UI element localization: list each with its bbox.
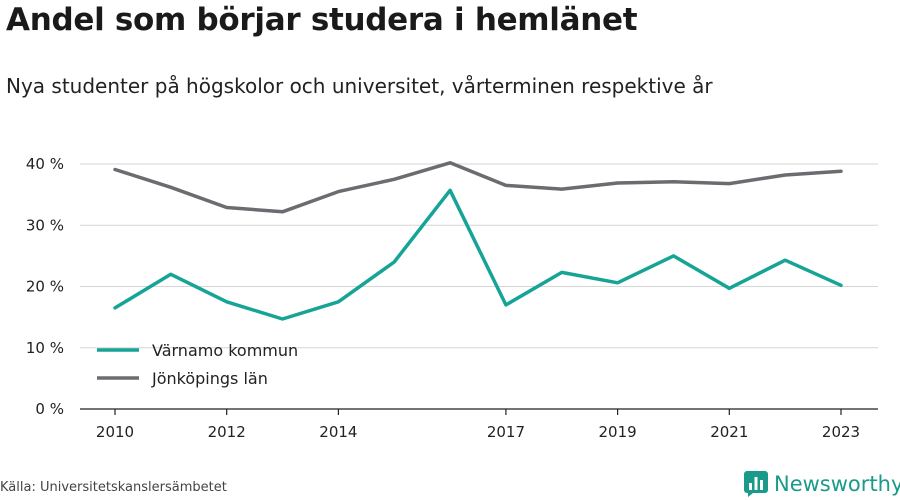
- source-note: Källa: Universitetskanslersämbetet: [0, 480, 227, 495]
- brand-name: Newsworthy: [774, 472, 900, 496]
- newsworthy-brand: Newsworthy: [744, 470, 900, 498]
- x-tick-label: 2023: [822, 423, 860, 441]
- y-tick-label: 30 %: [26, 216, 64, 234]
- x-tick-label: 2014: [319, 423, 357, 441]
- x-tick-label: 2017: [487, 423, 525, 441]
- y-tick-label: 10 %: [26, 339, 64, 357]
- y-tick-label: 20 %: [26, 278, 64, 296]
- y-tick-label: 0 %: [35, 400, 64, 418]
- legend-label: Jönköpings län: [151, 369, 268, 388]
- y-tick-label: 40 %: [26, 155, 64, 173]
- x-tick-label: 2010: [96, 423, 134, 441]
- x-tick-label: 2021: [710, 423, 748, 441]
- x-tick-label: 2019: [599, 423, 637, 441]
- chart-subtitle: Nya studenter på högskolor och universit…: [6, 74, 713, 98]
- series-line-värnamo-kommun: [113, 188, 843, 321]
- x-tick-label: 2012: [208, 423, 246, 441]
- legend-label: Värnamo kommun: [152, 341, 298, 360]
- series-line-jönköpings-län: [113, 161, 843, 214]
- newsworthy-logo-icon: [744, 471, 768, 497]
- line-chart: 0 % 10 % 20 % 30 % 40 % 2010 2012 2014 2017 2019…: [26, 155, 878, 441]
- chart-title: Andel som börjar studera i hemlänet: [6, 2, 638, 38]
